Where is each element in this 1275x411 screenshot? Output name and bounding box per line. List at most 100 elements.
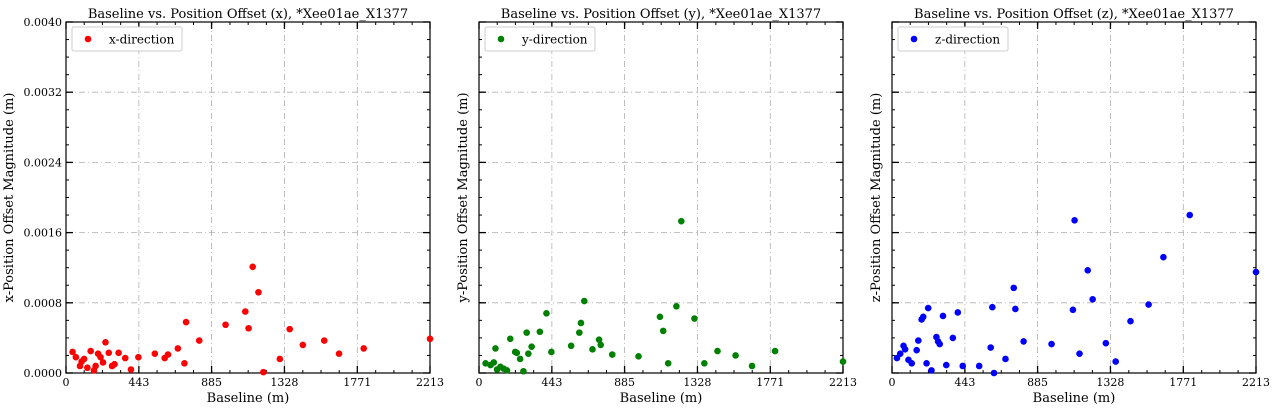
data-point (576, 329, 583, 336)
data-point (595, 336, 603, 343)
data-point (659, 327, 667, 335)
data-point (580, 297, 588, 305)
y-axis-label: y-Position Offset Magnitude (m) (456, 92, 471, 303)
legend-box (897, 26, 1009, 52)
data-point (181, 360, 188, 367)
plot-frame (65, 21, 431, 374)
data-point (949, 334, 957, 342)
data-point (548, 348, 555, 356)
data-point (80, 355, 88, 363)
data-point (989, 303, 996, 311)
plot-frame (891, 21, 1257, 374)
x-tick-label: 1328 (683, 376, 711, 389)
data-point (1112, 358, 1119, 365)
data-point (506, 335, 514, 343)
y-tick-label: 0.0000 (24, 367, 63, 380)
data-point (520, 367, 527, 375)
data-point (1020, 338, 1027, 345)
data-point (513, 349, 521, 357)
x-tick-label: 885 (201, 376, 222, 389)
data-point (1010, 284, 1018, 292)
data-point (839, 358, 847, 365)
x-tick-label: 1771 (1169, 376, 1197, 389)
data-point (182, 318, 190, 326)
data-point (589, 346, 596, 353)
data-point (923, 360, 930, 367)
x-tick-label: 885 (614, 376, 635, 389)
data-point (915, 337, 922, 344)
data-point (84, 364, 91, 372)
legend-box (484, 26, 596, 52)
chart-title: Baseline vs. Position Offset (y), *Xee01… (501, 7, 821, 22)
chart-panel-2: 0 443 885 1328 1771 2213 Baseline vs. Position… (456, 7, 857, 406)
legend-marker (84, 35, 92, 43)
data-point (241, 308, 249, 315)
data-point (536, 328, 544, 336)
data-point (577, 319, 585, 327)
data-point (987, 344, 994, 351)
data-point (111, 360, 118, 368)
legend-marker (910, 35, 918, 43)
data-point (608, 351, 616, 358)
data-point (335, 350, 343, 357)
data-point (928, 367, 935, 374)
data-point (523, 329, 530, 336)
legend-box (71, 26, 183, 52)
data-point (1012, 305, 1019, 313)
data-point (975, 362, 983, 370)
data-point (135, 353, 142, 361)
data-point (1002, 355, 1009, 363)
legend-label: y-direction (521, 33, 588, 47)
x-tick-label: 443 (954, 376, 975, 389)
data-point (1071, 217, 1078, 224)
chart-panel-1: 0 443 885 1328 1771 2213 0.0000 0.0008 0.0016 0.0… (2, 7, 444, 406)
data-point (151, 350, 159, 357)
data-point (936, 340, 943, 348)
y-tick-label: 0.0008 (24, 297, 63, 310)
legend-label: z-direction (935, 33, 1000, 47)
data-point (919, 313, 927, 321)
data-point (174, 345, 182, 352)
data-point (597, 341, 605, 349)
data-point (942, 361, 950, 369)
y-tick-label: 0.0024 (24, 156, 63, 169)
x-tick-label: 0 (63, 376, 70, 389)
data-point (913, 346, 920, 354)
y-tick-label: 0.0040 (24, 16, 63, 29)
data-point (99, 359, 107, 366)
data-point (901, 346, 909, 353)
y-tick-label: 0.0016 (24, 227, 63, 240)
data-point (516, 355, 524, 363)
data-point (255, 288, 262, 296)
y-axis-label: x-Position Offset Magnitude (m) (2, 93, 17, 303)
x-tick-label: 1328 (1096, 376, 1124, 389)
data-point (1089, 295, 1096, 303)
data-point (528, 343, 535, 350)
x-tick-label: 2213 (416, 376, 444, 389)
data-point (1145, 301, 1152, 308)
data-point (939, 312, 947, 320)
data-point (222, 321, 229, 329)
data-point (678, 217, 685, 225)
x-tick-label: 1771 (343, 376, 371, 389)
data-point (664, 360, 672, 367)
data-point (276, 355, 284, 363)
data-point (691, 315, 698, 322)
data-point (299, 341, 307, 349)
data-point (97, 353, 104, 361)
data-point (260, 368, 267, 376)
data-point (286, 325, 293, 333)
x-tick-label: 2213 (1242, 376, 1270, 389)
data-point (543, 310, 550, 317)
x-axis-label: Baseline (m) (620, 391, 703, 406)
data-point (1048, 340, 1055, 348)
data-point (320, 337, 328, 344)
data-point (1069, 306, 1077, 314)
x-tick-label: 443 (128, 376, 149, 389)
data-point (1160, 253, 1167, 261)
data-point (87, 347, 94, 355)
data-point (69, 348, 76, 356)
data-point (1186, 211, 1194, 219)
data-point (701, 360, 708, 367)
